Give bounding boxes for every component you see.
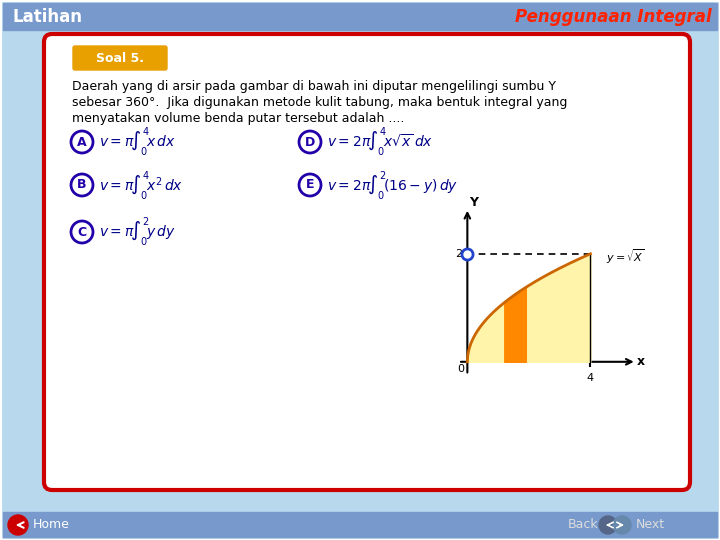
Text: $v = \pi\!\int_0^4\! x^2\, dx$: $v = \pi\!\int_0^4\! x^2\, dx$ — [99, 168, 183, 201]
Text: E: E — [306, 179, 314, 192]
Text: B: B — [77, 179, 86, 192]
Text: x: x — [637, 355, 645, 368]
Bar — [3, 512, 717, 537]
Text: Home: Home — [33, 518, 70, 531]
FancyBboxPatch shape — [44, 34, 690, 490]
Text: C: C — [78, 226, 86, 239]
Text: Y: Y — [469, 196, 478, 209]
Text: menyatakan volume benda putar tersebut adalah ....: menyatakan volume benda putar tersebut a… — [72, 112, 405, 125]
Text: Latihan: Latihan — [12, 8, 82, 26]
Text: Back: Back — [567, 518, 598, 531]
Text: $v = 2\pi\!\int_0^2\! (16-y)\, dy$: $v = 2\pi\!\int_0^2\! (16-y)\, dy$ — [327, 168, 459, 201]
Text: 0: 0 — [458, 364, 464, 375]
Text: Penggunaan Integral: Penggunaan Integral — [516, 8, 712, 26]
Text: 4: 4 — [587, 373, 594, 383]
Text: $y = \sqrt{X}$: $y = \sqrt{X}$ — [606, 247, 645, 266]
Text: 2: 2 — [455, 249, 462, 259]
Circle shape — [599, 516, 617, 534]
Circle shape — [8, 515, 28, 535]
Text: $v = \pi\!\int_0^2\! y\, dy$: $v = \pi\!\int_0^2\! y\, dy$ — [99, 215, 176, 248]
Circle shape — [613, 516, 631, 534]
Text: $v = \pi\!\int_0^4\! x\, dx$: $v = \pi\!\int_0^4\! x\, dx$ — [99, 125, 176, 159]
Text: D: D — [305, 136, 315, 148]
Text: Daerah yang di arsir pada gambar di bawah ini diputar mengelilingi sumbu Y: Daerah yang di arsir pada gambar di bawa… — [72, 80, 556, 93]
Bar — [3, 3, 717, 30]
Text: A: A — [77, 136, 87, 148]
Text: sebesar 360°.  Jika digunakan metode kulit tabung, maka bentuk integral yang: sebesar 360°. Jika digunakan metode kuli… — [72, 96, 567, 109]
Text: Next: Next — [636, 518, 665, 531]
FancyBboxPatch shape — [73, 46, 167, 70]
Text: $v = 2\pi\!\int_0^4\! x\sqrt{x}\, dx$: $v = 2\pi\!\int_0^4\! x\sqrt{x}\, dx$ — [327, 125, 433, 159]
Text: Soal 5.: Soal 5. — [96, 51, 144, 64]
